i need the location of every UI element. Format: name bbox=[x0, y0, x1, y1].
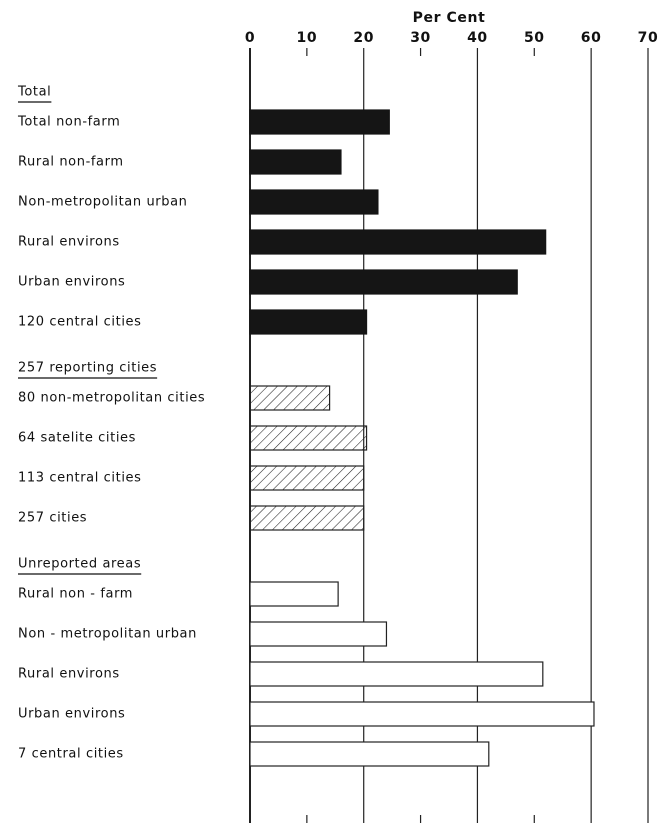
category-label: 113 central cities bbox=[18, 471, 142, 486]
x-tick-label: 40 bbox=[467, 30, 488, 46]
category-label: 80 non-metropolitan cities bbox=[18, 391, 205, 406]
category-label: Urban environs bbox=[18, 275, 125, 290]
bar bbox=[249, 425, 368, 451]
x-tick-label: 60 bbox=[581, 30, 602, 46]
bar bbox=[249, 109, 390, 135]
category-label: 257 cities bbox=[18, 511, 87, 526]
category-label: Urban environs bbox=[18, 707, 125, 722]
category-label: Rural non - farm bbox=[18, 587, 133, 602]
category-label: Non - metropolitan urban bbox=[18, 627, 197, 642]
bar bbox=[249, 465, 365, 491]
bar bbox=[249, 229, 547, 255]
category-label: Rural environs bbox=[18, 235, 120, 250]
bar bbox=[249, 661, 544, 687]
bar bbox=[249, 505, 365, 531]
bar bbox=[249, 741, 490, 767]
group-heading: Unreported areas bbox=[18, 557, 141, 572]
x-tick-label: 70 bbox=[638, 30, 659, 46]
category-label: Rural environs bbox=[18, 667, 120, 682]
x-tick-label: 20 bbox=[353, 30, 374, 46]
bar bbox=[249, 189, 379, 215]
bar bbox=[249, 621, 388, 647]
x-tick-label: 10 bbox=[297, 30, 318, 46]
category-label: 64 satelite cities bbox=[18, 431, 136, 446]
x-tick-label: 30 bbox=[410, 30, 431, 46]
x-axis-label: Per Cent bbox=[413, 10, 486, 26]
category-label: Total non-farm bbox=[17, 115, 120, 130]
bar bbox=[249, 701, 595, 727]
category-label: Non-metropolitan urban bbox=[18, 195, 188, 210]
category-label: 7 central cities bbox=[18, 747, 124, 762]
category-label: 120 central cities bbox=[18, 315, 142, 330]
bar bbox=[249, 149, 342, 175]
bar bbox=[249, 269, 518, 295]
category-label: Rural non-farm bbox=[18, 155, 124, 170]
bar bbox=[249, 385, 331, 411]
x-tick-label: 50 bbox=[524, 30, 545, 46]
bar bbox=[249, 309, 368, 335]
bar bbox=[249, 581, 339, 607]
group-heading: Total bbox=[17, 85, 51, 100]
group-heading: 257 reporting cities bbox=[18, 361, 157, 376]
x-tick-label: 0 bbox=[245, 30, 255, 46]
